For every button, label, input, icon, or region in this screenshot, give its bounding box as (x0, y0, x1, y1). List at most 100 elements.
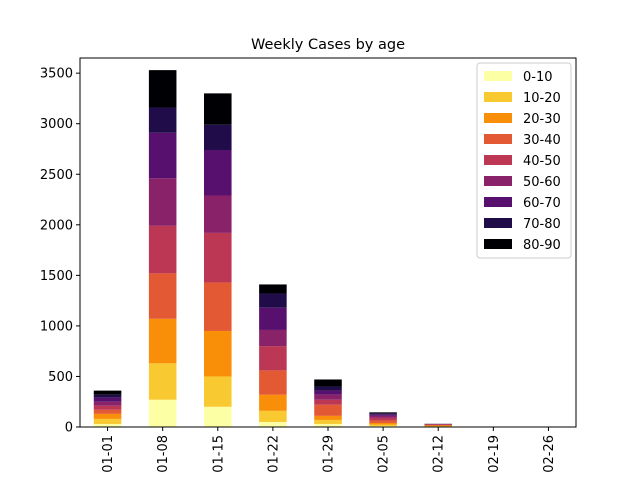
x-tick-label: 01-29 (322, 435, 337, 473)
bar-01-08-50-60 (148, 178, 177, 226)
bar-01-22-60-70 (259, 307, 287, 330)
legend-label-80-90: 80-90 (523, 238, 561, 253)
legend-swatch-70-80 (484, 218, 512, 228)
x-tick-label: 02-19 (487, 435, 502, 473)
bar-01-15-70-80 (204, 124, 232, 150)
legend-label-0-10: 0-10 (523, 70, 553, 85)
bar-01-08-80-90 (148, 70, 177, 108)
y-tick-label: 1500 (40, 269, 73, 284)
x-tick-label: 01-22 (266, 435, 281, 473)
legend-swatch-0-10 (484, 71, 512, 81)
legend-label-60-70: 60-70 (523, 196, 561, 211)
bar-01-29-20-30 (314, 415, 342, 420)
bar-01-29-0-10 (314, 423, 342, 427)
bar-02-05-0-10 (369, 425, 397, 427)
bar-01-01-30-40 (93, 409, 122, 414)
x-tick-label: 02-12 (432, 435, 447, 473)
bar-02-05-60-70 (369, 414, 397, 416)
bar-01-08-30-40 (148, 273, 177, 319)
legend-label-40-50: 40-50 (523, 154, 561, 169)
x-tick-label: 02-05 (377, 435, 392, 473)
legend-swatch-10-20 (484, 92, 512, 102)
bar-01-15-80-90 (204, 93, 232, 125)
bar-02-05-80-90 (369, 412, 397, 414)
bar-02-05-20-30 (369, 422, 397, 425)
legend-box (476, 62, 572, 259)
legend-swatch-60-70 (484, 197, 512, 207)
bar-01-01-70-80 (93, 394, 122, 398)
bar-02-05-70-80 (369, 413, 397, 415)
bar-01-22-30-40 (259, 370, 287, 395)
bar-01-22-0-10 (259, 421, 287, 427)
legend-label-30-40: 30-40 (523, 133, 561, 148)
y-tick-label: 0 (65, 421, 73, 436)
legend: 0-10 10-20 20-30 30-40 40-50 50-60 60-70 70-80 8… (476, 62, 572, 259)
y-tick-label: 2000 (40, 218, 73, 233)
bar-01-08-0-10 (148, 399, 177, 427)
x-tick-label: 01-15 (211, 435, 226, 473)
bar-01-01-50-60 (93, 401, 122, 406)
bar-01-01-60-70 (93, 397, 122, 402)
y-tick-label: 3500 (40, 67, 73, 82)
legend-label-10-20: 10-20 (523, 91, 561, 106)
plot-area-frame (79, 57, 577, 428)
legend-swatch-20-30 (484, 113, 512, 123)
bar-01-15-30-40 (204, 282, 232, 331)
bar-01-08-40-50 (148, 225, 177, 274)
bar-01-22-10-20 (259, 410, 287, 422)
bar-01-29-10-20 (314, 419, 342, 424)
bar-01-01-40-50 (93, 405, 122, 410)
bar-01-08-70-80 (148, 107, 177, 133)
bar-01-01-20-30 (93, 413, 122, 419)
x-tick-label: 02-26 (542, 435, 557, 473)
legend-swatch-40-50 (484, 155, 512, 165)
bar-01-22-40-50 (259, 346, 287, 371)
bar-02-05-40-50 (369, 417, 397, 421)
legend-label-70-80: 70-80 (523, 217, 561, 232)
bar-01-08-20-30 (148, 318, 177, 364)
bar-01-01-80-90 (93, 390, 122, 395)
bar-02-05-10-20 (369, 424, 397, 426)
bar-01-15-0-10 (204, 406, 232, 427)
bar-01-08-10-20 (148, 363, 177, 400)
bar-01-15-60-70 (204, 150, 232, 196)
legend-swatch-30-40 (484, 134, 512, 144)
bar-01-08-60-70 (148, 132, 177, 179)
x-axis: 01-01 01-08 01-15 01-22 01-29 02-05 02-12 02-19… (101, 427, 557, 473)
y-tick-label: 1000 (40, 319, 73, 334)
bar-01-29-60-70 (314, 390, 342, 395)
bar-02-12-20-30 (424, 425, 452, 426)
bar-01-22-70-80 (259, 293, 287, 308)
bar-01-29-30-40 (314, 404, 342, 416)
y-tick-label: 3000 (40, 117, 73, 132)
bar-01-01-0-10 (93, 423, 122, 427)
bar-02-05-50-60 (369, 415, 397, 418)
legend-label-50-60: 50-60 (523, 175, 561, 190)
x-tick-label: 01-08 (156, 435, 171, 473)
bar-01-29-80-90 (314, 379, 342, 387)
bar-01-29-50-60 (314, 394, 342, 400)
bar-02-12-40-50 (424, 424, 452, 425)
bar-01-15-10-20 (204, 376, 232, 407)
bar-01-15-40-50 (204, 232, 232, 283)
bar-01-22-20-30 (259, 394, 287, 411)
bar-01-22-80-90 (259, 284, 287, 294)
x-tick-label: 01-01 (101, 435, 116, 473)
legend-swatch-50-60 (484, 176, 512, 186)
y-tick-label: 2500 (40, 168, 73, 183)
bar-01-22-50-60 (259, 329, 287, 347)
bar-01-15-50-60 (204, 195, 232, 233)
legend-label-20-30: 20-30 (523, 112, 561, 127)
y-axis: 0 500 1000 1500 2000 2500 3000 3500 (40, 67, 80, 436)
bar-01-01-10-20 (93, 418, 122, 424)
chart-title: Weekly Cases by age (251, 37, 405, 53)
bar-layer (93, 70, 452, 427)
bar-01-15-20-30 (204, 330, 232, 377)
bar-01-29-40-50 (314, 399, 342, 405)
bar-02-12-10-20 (424, 425, 452, 427)
legend-swatch-80-90 (484, 239, 512, 249)
y-tick-label: 500 (48, 370, 73, 385)
bar-02-12-30-40 (424, 424, 452, 426)
bar-01-29-70-80 (314, 386, 342, 391)
